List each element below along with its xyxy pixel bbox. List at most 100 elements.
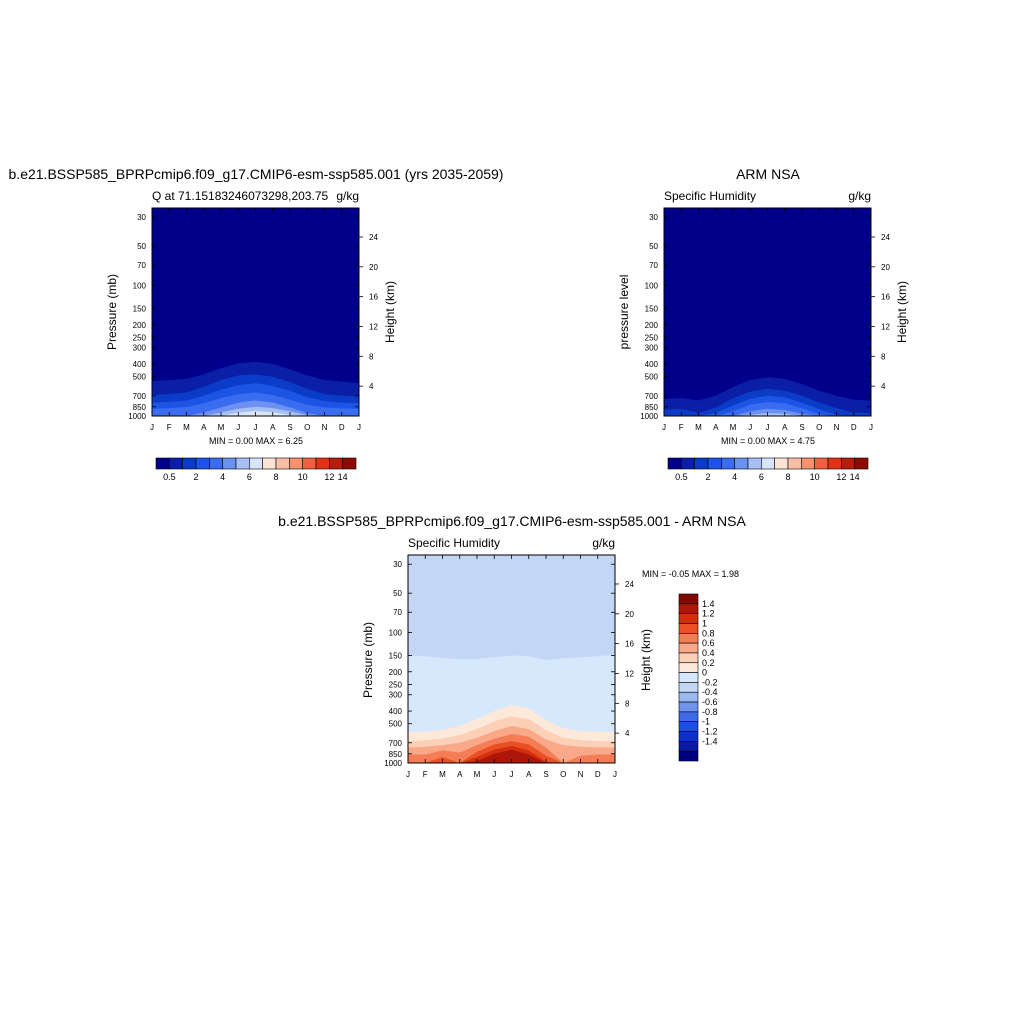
- diff-colorbar-label: -1.2: [702, 727, 718, 737]
- diff-height-tick-label: 16: [625, 640, 634, 649]
- diff-colorbar-swatch: [678, 613, 699, 624]
- model-month-tick-label: D: [339, 423, 345, 432]
- diff-pressure-tick-label: 400: [389, 707, 403, 716]
- obs-height-tick-label: 12: [881, 322, 890, 331]
- panel-obs-ylabel: pressure level: [617, 275, 631, 350]
- diff-pressure-tick-label: 500: [389, 720, 403, 729]
- obs-colorbar-swatch: [827, 457, 842, 470]
- obs-month-tick-label: S: [799, 423, 804, 432]
- obs-colorbar-swatch: [801, 457, 815, 470]
- model-colorbar-swatch: [222, 457, 237, 470]
- panel-diff-ylabel: Pressure (mb): [361, 622, 375, 698]
- diff-pressure-tick-label: 1000: [384, 759, 402, 768]
- obs-colorbar-label: 4: [732, 472, 737, 482]
- model-pressure-tick-label: 50: [137, 242, 146, 251]
- model-month-tick-label: M: [218, 423, 225, 432]
- diff-colorbar-label: 0.4: [702, 648, 715, 658]
- diff-height-tick-label: 20: [625, 610, 634, 619]
- model-colorbar-swatch: [289, 457, 303, 470]
- model-height-tick-label: 16: [369, 293, 378, 302]
- panel-model-minmax: MIN = 0.00 MAX = 6.25: [209, 436, 303, 446]
- obs-month-tick-label: A: [782, 423, 788, 432]
- panel-model-left-label: Q at 71.15183246073298,203.75: [152, 189, 328, 203]
- diff-month-tick-label: F: [423, 770, 428, 779]
- obs-pressure-tick-label: 100: [645, 281, 659, 290]
- obs-colorbar-swatch: [814, 457, 829, 470]
- diff-colorbar-label: 0: [702, 668, 707, 678]
- diff-colorbar-label: 1: [702, 618, 707, 628]
- model-colorbar-label: 2: [193, 472, 198, 482]
- model-pressure-tick-label: 100: [133, 281, 147, 290]
- model-colorbar-label: 4: [220, 472, 225, 482]
- panel-diff-ylabel-right: Height (km): [639, 629, 653, 691]
- diff-colorbar-label: -1: [702, 717, 710, 727]
- diff-month-tick-label: J: [510, 770, 514, 779]
- model-month-tick-label: A: [270, 423, 276, 432]
- obs-month-tick-label: J: [869, 423, 873, 432]
- panel-obs-left-label: Specific Humidity: [664, 189, 756, 203]
- panel-model: b.e21.BSSP585_BPRPcmip6.f09_g17.CMIP6-es…: [9, 166, 504, 482]
- model-colorbar-swatch: [209, 457, 223, 470]
- model-colorbar-label: 8: [273, 472, 278, 482]
- diff-pressure-tick-label: 150: [389, 651, 403, 660]
- obs-height-tick-label: 8: [881, 352, 886, 361]
- diff-pressure-tick-label: 30: [393, 560, 402, 569]
- obs-colorbar-swatch: [721, 457, 735, 470]
- panel-obs-ylabel-right: Height (km): [895, 281, 909, 343]
- diff-colorbar-label: -0.4: [702, 687, 718, 697]
- diff-month-tick-label: A: [457, 770, 463, 779]
- obs-colorbar-swatch: [667, 457, 682, 470]
- model-pressure-tick-label: 30: [137, 213, 146, 222]
- obs-height-tick-label: 24: [881, 233, 890, 242]
- diff-colorbar-swatch: [678, 691, 699, 703]
- model-colorbar-swatch: [182, 457, 197, 470]
- diff-colorbar-swatch: [678, 662, 699, 673]
- diff-colorbar-swatch: [678, 711, 699, 723]
- diff-height-tick-label: 4: [625, 729, 630, 738]
- diff-colorbar-swatch: [678, 750, 699, 762]
- model-height-tick-label: 24: [369, 233, 378, 242]
- diff-colorbar-swatch: [678, 701, 699, 713]
- obs-colorbar-label: 10: [810, 472, 820, 482]
- obs-month-tick-label: D: [851, 423, 857, 432]
- diff-pressure-tick-label: 300: [389, 691, 403, 700]
- diff-pressure-tick-label: 100: [389, 628, 403, 637]
- diff-colorbar-label: 1.2: [702, 609, 715, 619]
- model-colorbar-label: 0.5: [163, 472, 176, 482]
- diff-pressure-tick-label: 50: [393, 589, 402, 598]
- diff-colorbar-swatch: [678, 682, 699, 693]
- diff-pressure-tick-label: 250: [389, 680, 403, 689]
- model-pressure-tick-label: 250: [133, 333, 147, 342]
- obs-pressure-tick-label: 70: [649, 261, 658, 270]
- model-colorbar-swatch: [342, 457, 357, 470]
- model-pressure-tick-label: 700: [133, 392, 147, 401]
- obs-pressure-tick-label: 30: [649, 213, 658, 222]
- diff-colorbar-swatch: [678, 731, 699, 742]
- diff-colorbar-label: 0.2: [702, 658, 715, 668]
- model-pressure-tick-label: 200: [133, 321, 147, 330]
- obs-pressure-tick-label: 700: [645, 392, 659, 401]
- diff-month-tick-label: J: [406, 770, 410, 779]
- obs-colorbar-label: 8: [785, 472, 790, 482]
- obs-colorbar-swatch: [841, 457, 855, 470]
- obs-colorbar-swatch: [707, 457, 722, 470]
- diff-colorbar-swatch: [678, 623, 699, 634]
- model-height-tick-label: 12: [369, 322, 378, 331]
- model-month-tick-label: J: [254, 423, 258, 432]
- obs-height-tick-label: 20: [881, 263, 890, 272]
- model-colorbar-label: 14: [338, 472, 348, 482]
- obs-month-tick-label: J: [766, 423, 770, 432]
- obs-colorbar-label: 14: [850, 472, 860, 482]
- obs-month-tick-label: F: [679, 423, 684, 432]
- diff-month-tick-label: O: [560, 770, 566, 779]
- model-pressure-tick-label: 1000: [128, 412, 146, 421]
- panel-model-units: g/kg: [336, 189, 359, 203]
- panel-diff-colorbar: 1.41.210.80.60.40.20-0.2-0.4-0.6-0.8-1-1…: [678, 593, 718, 762]
- model-pressure-tick-label: 500: [133, 373, 147, 382]
- diff-colorbar-label: -0.2: [702, 677, 718, 687]
- panel-model-ylabel: Pressure (mb): [105, 274, 119, 350]
- diff-pressure-tick-label: 700: [389, 739, 403, 748]
- model-height-tick-label: 20: [369, 263, 378, 272]
